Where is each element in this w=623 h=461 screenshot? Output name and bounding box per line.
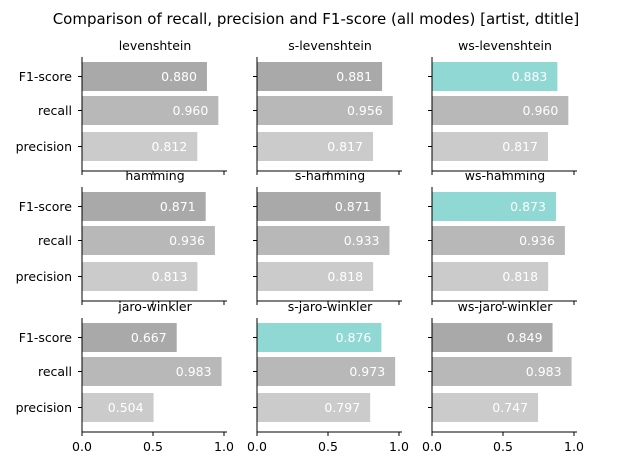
bar-precision	[432, 132, 549, 161]
bar-precision	[82, 393, 154, 422]
bar-value-label: 0.956	[347, 103, 383, 118]
bar-precision	[432, 393, 539, 422]
panel-title: ws-jaro-winkler	[458, 299, 554, 314]
panel-s-jaro-winkler: s-jaro-winkler 0.876 0.973 0.797 0.0 0.5 1.0	[247, 299, 409, 454]
bar-value-label: 0.881	[336, 69, 372, 84]
category-label: precision	[16, 400, 72, 415]
category-label: F1-score	[19, 330, 73, 345]
x-tick-label: 0.5	[318, 439, 338, 454]
bar-precision	[82, 262, 198, 291]
bar-f1-score	[257, 192, 381, 221]
category-label: recall	[38, 103, 72, 118]
category-label: precision	[16, 269, 72, 284]
x-tick-label: 1.0	[564, 439, 584, 454]
bar-f1-score	[432, 323, 553, 352]
bar-value-label: 0.818	[327, 269, 363, 284]
x-tick-label: 0.0	[422, 439, 442, 454]
bar-value-label: 0.936	[169, 233, 205, 248]
bar-value-label: 0.812	[152, 139, 188, 154]
bar-value-label: 0.936	[519, 233, 555, 248]
bar-precision	[257, 132, 374, 161]
bar-value-label: 0.983	[176, 364, 212, 379]
category-label: recall	[38, 233, 72, 248]
panel-title: s-levenshtein	[288, 38, 372, 53]
bar-recall	[257, 357, 396, 386]
chart-title: Comparison of recall, precision and F1-s…	[53, 10, 580, 28]
bar-recall	[82, 357, 222, 386]
panel-hamming: hamming 0.871 0.936 0.813 F1-score recall prec…	[16, 168, 227, 305]
panel-title: levenshtein	[119, 38, 192, 53]
bar-recall	[257, 96, 393, 125]
bar-f1-score	[82, 62, 207, 91]
panel-ws-levenshtein: ws-levenshtein 0.883 0.960 0.817	[428, 38, 577, 175]
bar-value-label: 0.747	[492, 400, 528, 415]
panel-levenshtein: levenshtein 0.880 0.960 0.812 F1-score recall…	[16, 38, 227, 175]
bar-value-label: 0.876	[336, 330, 372, 345]
x-tick-label: 0.0	[72, 439, 92, 454]
bar-recall	[432, 96, 569, 125]
bar-f1-score	[82, 323, 177, 352]
bar-value-label: 0.797	[324, 400, 360, 415]
bar-value-label: 0.667	[131, 330, 167, 345]
bar-value-label: 0.973	[349, 364, 385, 379]
bar-value-label: 0.849	[507, 330, 543, 345]
bar-f1-score	[432, 192, 556, 221]
bar-value-label: 0.880	[161, 69, 197, 84]
panel-ws-hamming: ws-hamming 0.873 0.936 0.818	[428, 168, 577, 305]
bar-value-label: 0.933	[344, 233, 380, 248]
bar-f1-score	[432, 62, 558, 91]
x-tick-label: 1.0	[389, 439, 409, 454]
bar-value-label: 0.871	[335, 199, 371, 214]
bar-f1-score	[82, 192, 206, 221]
panel-title: ws-hamming	[465, 168, 546, 183]
bar-value-label: 0.983	[526, 364, 562, 379]
category-label: F1-score	[19, 69, 73, 84]
bar-value-label: 0.883	[512, 69, 548, 84]
bar-precision	[257, 262, 374, 291]
panel-title: s-jaro-winkler	[288, 299, 373, 314]
panels: levenshtein 0.880 0.960 0.812 F1-score recall…	[16, 38, 584, 454]
x-tick-label: 0.5	[143, 439, 163, 454]
panel-title: jaro-winkler	[117, 299, 192, 314]
bar-recall	[257, 226, 390, 255]
panel-jaro-winkler: jaro-winkler 0.667 0.983 0.504 F1-score recal…	[16, 299, 234, 454]
panel-ws-jaro-winkler: ws-jaro-winkler 0.849 0.983 0.747 0.0 0.5 1.0	[422, 299, 584, 454]
bar-value-label: 0.817	[502, 139, 538, 154]
panel-title: s-hamming	[295, 168, 365, 183]
bar-recall	[432, 226, 565, 255]
panel-s-levenshtein: s-levenshtein 0.881 0.956 0.817	[253, 38, 402, 175]
bar-value-label: 0.818	[502, 269, 538, 284]
category-label: recall	[38, 364, 72, 379]
bar-precision	[82, 132, 198, 161]
bar-value-label: 0.871	[160, 199, 196, 214]
bar-precision	[432, 262, 549, 291]
bar-value-label: 0.817	[327, 139, 363, 154]
bar-f1-score	[257, 323, 382, 352]
x-tick-label: 1.0	[214, 439, 234, 454]
bar-value-label: 0.873	[510, 199, 546, 214]
panel-title: hamming	[125, 168, 184, 183]
category-label: F1-score	[19, 199, 73, 214]
bar-value-label: 0.960	[173, 103, 209, 118]
panel-title: ws-levenshtein	[458, 38, 552, 53]
bar-value-label: 0.813	[152, 269, 188, 284]
bar-value-label: 0.960	[523, 103, 559, 118]
x-tick-label: 0.5	[493, 439, 513, 454]
bar-recall	[82, 226, 215, 255]
panel-s-hamming: s-hamming 0.871 0.933 0.818	[253, 168, 402, 305]
category-label: precision	[16, 139, 72, 154]
bar-recall	[432, 357, 572, 386]
x-tick-label: 0.0	[247, 439, 267, 454]
bar-value-label: 0.504	[108, 400, 144, 415]
bar-f1-score	[257, 62, 383, 91]
bar-precision	[257, 393, 371, 422]
bar-recall	[82, 96, 219, 125]
